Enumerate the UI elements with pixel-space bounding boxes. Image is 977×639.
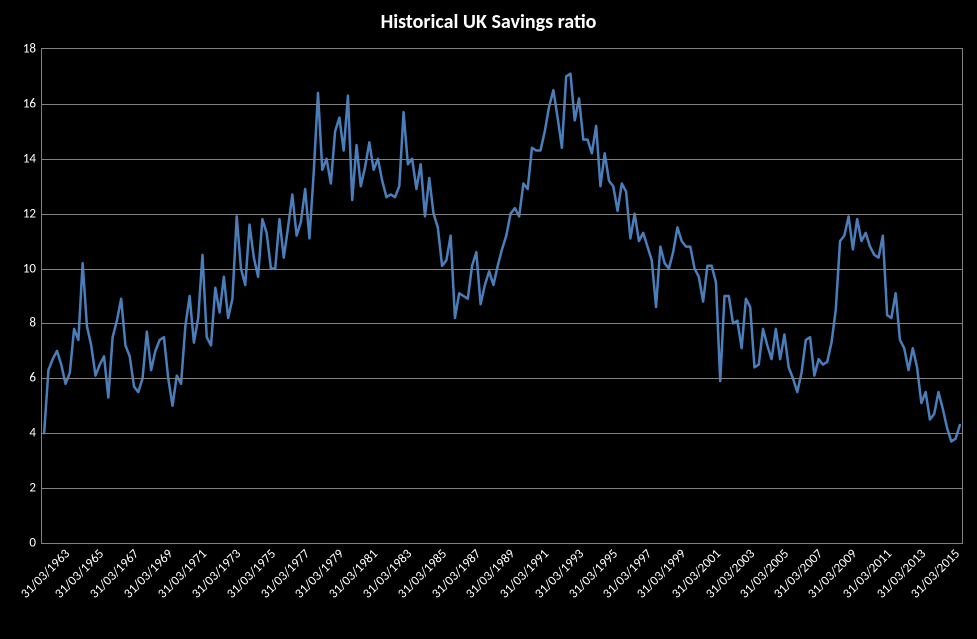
y-tick-label: 6	[29, 371, 42, 386]
series-polyline	[44, 74, 960, 442]
y-tick-label: 16	[23, 96, 42, 111]
gridline-h	[42, 159, 962, 160]
y-tick-label: 2	[29, 481, 42, 496]
line-series	[42, 49, 962, 543]
gridline-h	[42, 433, 962, 434]
y-tick-label: 8	[29, 316, 42, 331]
gridline-h	[42, 378, 962, 379]
gridline-h	[42, 323, 962, 324]
gridline-h	[42, 104, 962, 105]
gridline-h	[42, 214, 962, 215]
y-tick-label: 4	[29, 426, 42, 441]
chart-title: Historical UK Savings ratio	[0, 10, 977, 34]
chart-container: Historical UK Savings ratio 024681012141…	[0, 0, 977, 639]
plot-area: 02468101214161831/03/196331/03/196531/03…	[41, 48, 963, 544]
y-tick-label: 12	[23, 206, 42, 221]
y-tick-label: 14	[23, 151, 42, 166]
gridline-h	[42, 488, 962, 489]
y-tick-label: 18	[23, 42, 42, 57]
y-tick-label: 10	[23, 261, 42, 276]
y-tick-label: 0	[29, 536, 42, 551]
gridline-h	[42, 269, 962, 270]
